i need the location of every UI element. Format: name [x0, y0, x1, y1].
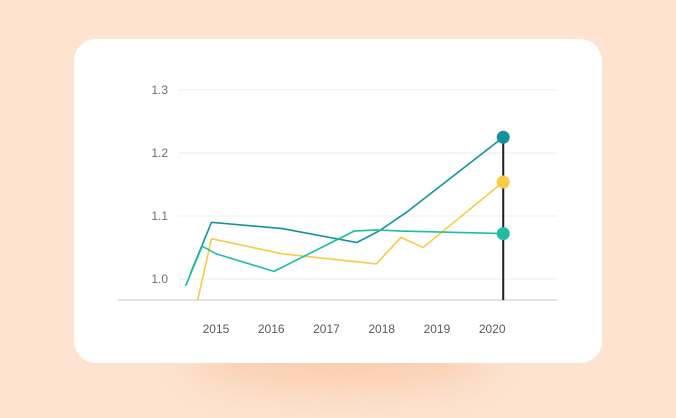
y-tick-label: 1.2 — [151, 146, 168, 160]
y-axis-ticks: 1.0 1.1 1.2 1.3 — [151, 83, 168, 286]
x-axis-ticks: 2015 2016 2017 2018 2019 2020 — [203, 322, 506, 336]
series-point-2[interactable] — [496, 175, 510, 189]
series-point-3[interactable] — [496, 227, 510, 241]
gridlines — [178, 89, 557, 280]
chart-card — [74, 39, 602, 363]
x-tick-label: 2020 — [479, 322, 506, 336]
y-tick-label: 1.3 — [151, 83, 168, 97]
y-tick-label: 1.0 — [151, 272, 168, 286]
x-tick-label: 2018 — [368, 322, 395, 336]
series-point-1[interactable] — [496, 130, 510, 144]
x-tick-label: 2016 — [258, 322, 285, 336]
x-tick-label: 2017 — [313, 322, 340, 336]
x-tick-label: 2015 — [203, 322, 230, 336]
series-line-3 — [184, 229, 504, 287]
highlight-marker — [496, 130, 510, 300]
series-line-1 — [189, 136, 504, 275]
series-line-2 — [196, 181, 504, 301]
y-tick-label: 1.1 — [151, 209, 168, 223]
x-tick-label: 2019 — [424, 322, 451, 336]
series-lines — [184, 136, 504, 301]
